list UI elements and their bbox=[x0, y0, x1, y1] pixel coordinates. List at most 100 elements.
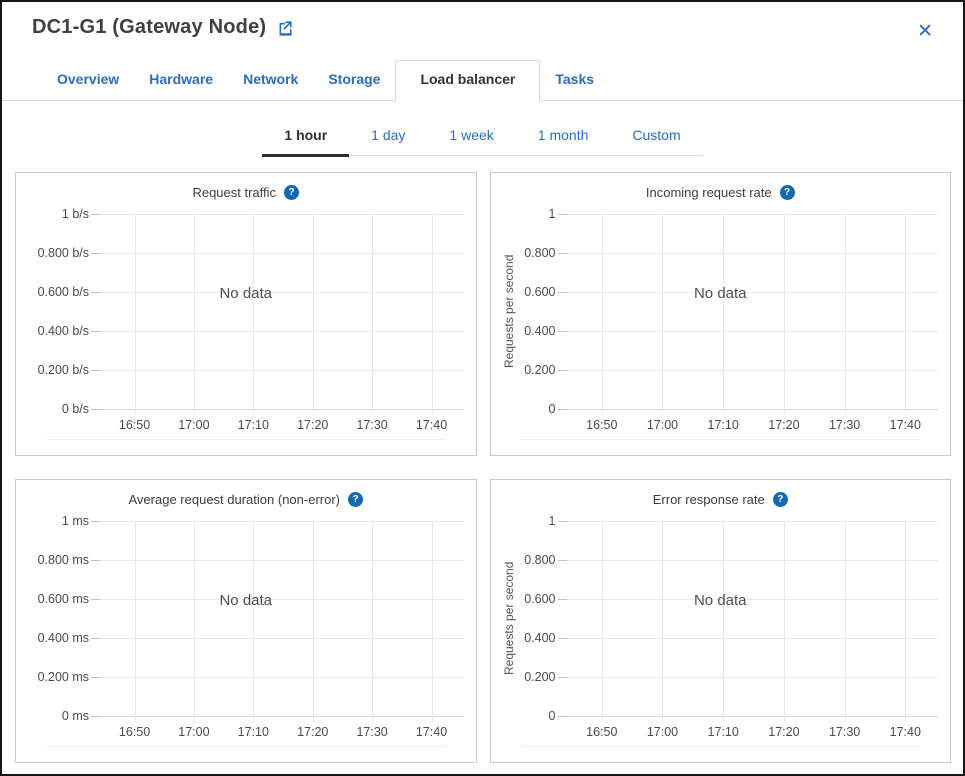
y-tick-mark bbox=[557, 253, 567, 254]
y-axis-labels: 1 0.800 0.600 0.400 0.200 0 bbox=[519, 514, 567, 723]
gridline-vertical bbox=[253, 214, 255, 415]
chart-title: Average request duration (non-error) bbox=[128, 492, 341, 507]
x-tick-label: 17:30 bbox=[356, 418, 388, 432]
y-tick-mark bbox=[557, 331, 567, 332]
gridline-vertical bbox=[253, 521, 255, 722]
gridline-vertical bbox=[134, 214, 136, 415]
page-title: DC1-G1 (Gateway Node) bbox=[32, 16, 267, 38]
help-icon[interactable]: ? bbox=[348, 492, 363, 507]
range-option-1-hour[interactable]: 1 hour bbox=[262, 118, 350, 157]
y-tick-mark bbox=[557, 599, 567, 600]
y-tick-mark bbox=[557, 370, 567, 371]
gridline-horizontal bbox=[566, 560, 938, 561]
gridline-horizontal bbox=[566, 409, 938, 410]
chart-body: 1 b/s 0.800 b/s 0.600 b/s 0.400 b/s 0.200 b/… bbox=[24, 207, 464, 432]
y-tick-label: 1 ms bbox=[61, 514, 89, 528]
gridline-vertical bbox=[905, 214, 907, 415]
plot-area: 16:50 17:00 17:10 17:20 17:30 17:40 bbox=[91, 521, 464, 739]
y-tick-mark bbox=[91, 521, 100, 522]
gridline-vertical bbox=[844, 214, 846, 415]
y-tick-mark bbox=[557, 638, 567, 639]
x-tick-label: 16:50 bbox=[118, 418, 151, 432]
time-range-wrap: 1 hour 1 day 1 week 1 month Custom bbox=[2, 118, 963, 157]
chart-title: Request traffic bbox=[192, 185, 277, 200]
tab-tasks[interactable]: Tasks bbox=[555, 71, 595, 87]
help-icon[interactable]: ? bbox=[772, 492, 788, 507]
x-tick-label: 17:10 bbox=[707, 418, 739, 432]
x-tick-label: 16:50 bbox=[586, 725, 618, 739]
gridline-horizontal bbox=[566, 677, 938, 678]
y-tick-mark bbox=[91, 214, 100, 215]
y-tick-mark bbox=[91, 677, 100, 678]
y-tick-label: 0.800 ms bbox=[37, 553, 89, 567]
y-tick-mark bbox=[557, 677, 567, 678]
y-tick-label: 0 bbox=[548, 709, 556, 723]
gridline-vertical bbox=[312, 521, 314, 722]
y-tick-label: 0 bbox=[548, 402, 556, 416]
gridline-horizontal bbox=[100, 370, 464, 371]
gridline-horizontal bbox=[100, 560, 464, 561]
gridline-vertical bbox=[431, 214, 433, 415]
external-link-icon[interactable] bbox=[276, 20, 293, 37]
y-tick-mark bbox=[557, 214, 567, 215]
y-tick-label: 0.800 bbox=[524, 553, 556, 567]
y-tick-label: 0.600 ms bbox=[37, 592, 89, 606]
tab-overview[interactable]: Overview bbox=[57, 71, 120, 87]
y-tick-label: 0.600 bbox=[524, 592, 556, 606]
range-option-custom[interactable]: Custom bbox=[632, 127, 681, 143]
chart-title-row: Request traffic? bbox=[16, 185, 476, 200]
chart-panel-incoming-request-rate: Incoming request rate? Requests per secon… bbox=[489, 172, 951, 456]
tab-storage[interactable]: Storage bbox=[328, 71, 381, 87]
plot-area: 16:50 17:00 17:10 17:20 17:30 17:40 bbox=[557, 521, 938, 739]
close-button[interactable]: ✕ bbox=[917, 21, 933, 42]
gridline-horizontal bbox=[566, 214, 938, 215]
no-data-label: No data bbox=[693, 285, 747, 302]
plot-area: 16:50 17:00 17:10 17:20 17:30 17:40 bbox=[91, 214, 464, 432]
title-wrap: DC1-G1 (Gateway Node) bbox=[32, 16, 293, 39]
chart-panel-request-traffic: Request traffic? 1 b/s 0.800 b/s 0.600 b/s 0… bbox=[15, 172, 477, 456]
range-option-1-day[interactable]: 1 day bbox=[371, 127, 406, 143]
help-icon[interactable]: ? bbox=[779, 185, 795, 200]
y-tick-label: 0 b/s bbox=[61, 402, 89, 416]
y-tick-mark bbox=[91, 331, 100, 332]
gridline-horizontal bbox=[566, 521, 938, 522]
chart-panel-average-request-duration-non-error: Average request duration (non-error)? 1 m… bbox=[15, 479, 477, 763]
x-tick-label: 17:20 bbox=[768, 725, 800, 739]
tab-load-balancer[interactable]: Load balancer bbox=[395, 60, 541, 101]
x-tick-label: 17:20 bbox=[768, 418, 800, 432]
gridline-horizontal bbox=[100, 409, 464, 410]
y-tick-mark bbox=[91, 370, 100, 371]
gridline-vertical bbox=[372, 214, 374, 415]
no-data-label: No data bbox=[219, 592, 273, 609]
range-option-1-month[interactable]: 1 month bbox=[537, 127, 589, 143]
gridline-vertical bbox=[783, 521, 785, 722]
gridline-horizontal bbox=[566, 638, 938, 639]
no-data-label: No data bbox=[693, 592, 747, 609]
time-range-selector: 1 hour 1 day 1 week 1 month Custom bbox=[262, 118, 703, 157]
gridline-horizontal bbox=[566, 253, 938, 254]
y-tick-mark bbox=[91, 638, 100, 639]
x-tick-label: 16:50 bbox=[586, 418, 618, 432]
help-icon[interactable]: ? bbox=[284, 185, 300, 200]
chart-title: Error response rate bbox=[652, 492, 765, 507]
x-tick-label: 17:40 bbox=[889, 725, 921, 739]
gridline-vertical bbox=[431, 521, 433, 722]
y-tick-label: 1 bbox=[548, 207, 556, 221]
y-tick-mark bbox=[557, 560, 567, 561]
gridline-horizontal bbox=[100, 716, 464, 717]
gridline-vertical bbox=[662, 521, 664, 722]
y-tick-mark bbox=[91, 599, 100, 600]
x-tick-label: 17:40 bbox=[415, 725, 448, 739]
y-tick-mark bbox=[91, 253, 100, 254]
gridline-horizontal bbox=[566, 370, 938, 371]
chart-panel-error-response-rate: Error response rate? Requests per second 1… bbox=[489, 479, 951, 763]
panel-footer-line bbox=[46, 439, 446, 440]
range-option-1-week[interactable]: 1 week bbox=[449, 127, 494, 143]
tab-network[interactable]: Network bbox=[243, 71, 299, 87]
gridline-vertical bbox=[723, 214, 725, 415]
gridline-vertical bbox=[905, 521, 907, 722]
x-tick-label: 17:00 bbox=[646, 725, 679, 739]
tab-hardware[interactable]: Hardware bbox=[149, 71, 214, 87]
y-axis-labels: 1 ms 0.800 ms 0.600 ms 0.400 ms 0.200 ms 0 ms bbox=[24, 514, 100, 723]
